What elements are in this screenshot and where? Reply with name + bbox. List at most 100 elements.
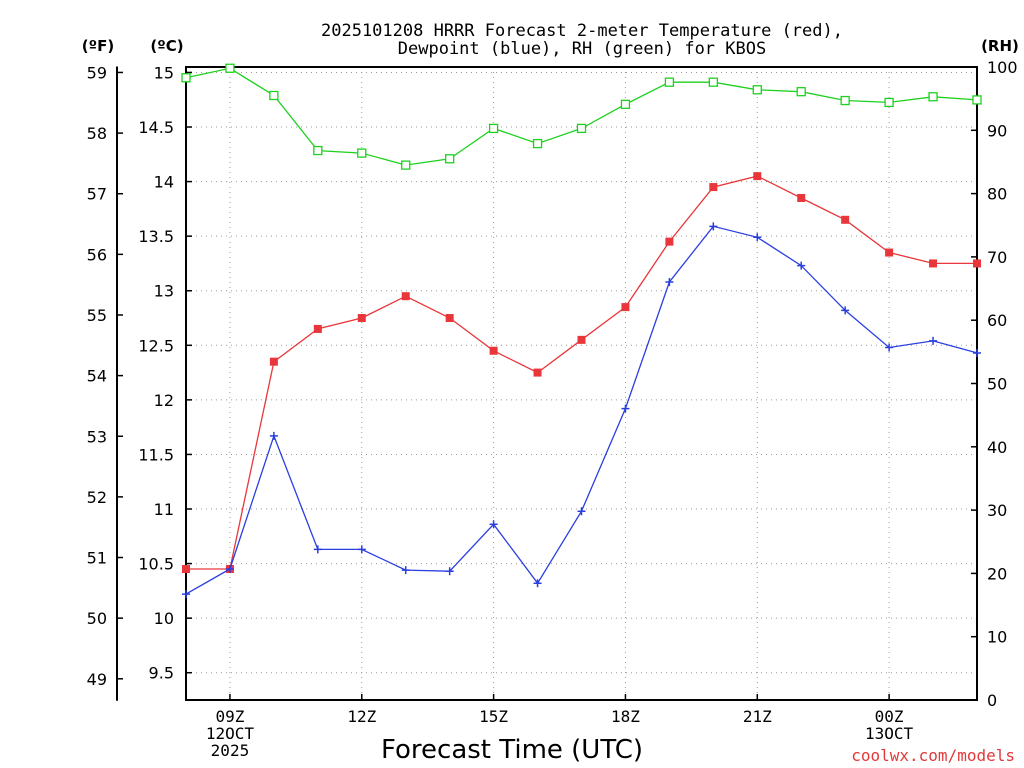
temperature-point bbox=[401, 292, 410, 301]
grid-layer bbox=[186, 67, 977, 700]
dewpoint-point bbox=[357, 545, 366, 554]
dewpoint-point bbox=[665, 278, 674, 287]
rh-point bbox=[488, 123, 499, 134]
temperature-point bbox=[313, 324, 322, 333]
dewpoint-point bbox=[973, 348, 981, 357]
rh-point bbox=[313, 145, 323, 156]
dewpoint-point bbox=[489, 520, 498, 529]
rh-tick-label: 40 bbox=[987, 438, 1007, 457]
series-layer bbox=[181, 63, 982, 599]
credit-text: coolwx.com/models bbox=[851, 746, 1015, 765]
fahrenheit-tick-label: 59 bbox=[87, 63, 107, 82]
rh-point bbox=[620, 99, 631, 109]
chart-title-line2: Dewpoint (blue), RH (green) for KBOS bbox=[398, 39, 766, 59]
rh-point bbox=[972, 95, 982, 105]
temperature-point bbox=[841, 215, 850, 224]
rh-tick-label: 70 bbox=[987, 248, 1007, 267]
series-dewpoint bbox=[182, 222, 981, 599]
plot-frame bbox=[185, 66, 978, 701]
rh-point bbox=[576, 123, 587, 134]
temperature-point bbox=[269, 357, 278, 366]
temperature-point bbox=[753, 172, 762, 181]
x-tick-label: 13OCT bbox=[865, 724, 914, 743]
celsius-tick-label: 12 bbox=[154, 391, 174, 410]
rh-tick-label: 20 bbox=[987, 564, 1007, 583]
fahrenheit-tick-label: 49 bbox=[87, 670, 107, 689]
dewpoint-point bbox=[445, 567, 454, 576]
rh-tick-label: 30 bbox=[987, 501, 1007, 520]
celsius-tick-label: 11 bbox=[154, 500, 174, 519]
rh-tick-label: 60 bbox=[987, 311, 1007, 330]
fahrenheit-tick-label: 57 bbox=[87, 185, 107, 204]
series-rh bbox=[181, 63, 982, 170]
rh-unit-label: (RH) bbox=[981, 37, 1019, 55]
dewpoint-point bbox=[269, 431, 278, 440]
celsius-tick-label: 14 bbox=[154, 173, 174, 192]
fahrenheit-tick-label: 55 bbox=[87, 306, 107, 325]
fahrenheit-tick-label: 52 bbox=[87, 488, 107, 507]
rh-point bbox=[840, 95, 850, 106]
celsius-tick-label: 10.5 bbox=[138, 555, 174, 574]
rh-point bbox=[796, 87, 806, 97]
temperature-point bbox=[577, 335, 586, 344]
x-tick-label: 21Z bbox=[743, 707, 772, 726]
dewpoint-point bbox=[709, 222, 718, 231]
x-tick-label: 2025 bbox=[211, 741, 250, 760]
dewpoint-point bbox=[885, 343, 894, 352]
dewpoint-point bbox=[182, 590, 190, 599]
rh-point bbox=[664, 77, 675, 87]
dewpoint-line bbox=[185, 225, 978, 595]
x-tick-label: 18Z bbox=[611, 707, 640, 726]
temperature-point bbox=[797, 193, 806, 202]
rh-tick-label: 50 bbox=[987, 375, 1007, 394]
temperature-point bbox=[533, 368, 542, 377]
celsius-tick-label: 13 bbox=[154, 282, 174, 301]
temperature-point bbox=[929, 259, 938, 268]
fahrenheit-tick-label: 58 bbox=[87, 124, 107, 143]
temperature-point bbox=[357, 314, 366, 323]
rh-point bbox=[532, 138, 543, 149]
dewpoint-point bbox=[621, 404, 630, 413]
celsius-tick-label: 14.5 bbox=[138, 118, 174, 137]
temperature-point bbox=[489, 346, 498, 355]
celsius-tick-label: 11.5 bbox=[138, 445, 174, 464]
dewpoint-point bbox=[797, 261, 806, 270]
celsius-tick-label: 9.5 bbox=[149, 664, 174, 683]
rh-point bbox=[225, 63, 235, 73]
rh-tick-label: 0 bbox=[987, 691, 997, 710]
fahrenheit-unit-label: (ºF) bbox=[82, 37, 114, 55]
fahrenheit-tick-label: 50 bbox=[87, 609, 107, 628]
dewpoint-point bbox=[577, 507, 586, 516]
celsius-tick-label: 15 bbox=[154, 63, 174, 82]
rh-point bbox=[928, 92, 938, 102]
temperature-point bbox=[665, 237, 674, 246]
dewpoint-point bbox=[753, 233, 762, 242]
dewpoint-point bbox=[313, 545, 322, 554]
fahrenheit-tick-label: 51 bbox=[87, 549, 107, 568]
x-tick-label: 09Z bbox=[215, 707, 244, 726]
rh-line bbox=[185, 67, 978, 166]
celsius-tick-label: 12.5 bbox=[138, 336, 174, 355]
axes-layer: 49 50 51 52 53 54 55 56 57 58 59 9.5 10 10.5 11 11.5 12 1… bbox=[87, 58, 1018, 760]
dewpoint-point bbox=[929, 336, 938, 345]
dewpoint-point bbox=[533, 579, 542, 588]
rh-point bbox=[752, 85, 762, 95]
temperature-point bbox=[885, 248, 894, 257]
temperature-point bbox=[973, 259, 981, 268]
rh-tick-label: 90 bbox=[987, 121, 1007, 140]
rh-tick-label: 10 bbox=[987, 628, 1007, 647]
temperature-point bbox=[445, 314, 454, 323]
temperature-point bbox=[709, 183, 718, 192]
rh-point bbox=[357, 148, 367, 158]
rh-point bbox=[884, 97, 894, 108]
temperature-point bbox=[182, 565, 190, 574]
x-tick-label: 00Z bbox=[875, 707, 904, 726]
rh-point bbox=[181, 73, 191, 83]
fahrenheit-tick-label: 56 bbox=[87, 245, 107, 264]
fahrenheit-tick-label: 54 bbox=[87, 367, 107, 386]
celsius-tick-label: 10 bbox=[154, 609, 174, 628]
chart-title-line1: 2025101208 HRRR Forecast 2-meter Tempera… bbox=[321, 21, 843, 41]
x-tick-label: 12Z bbox=[347, 707, 376, 726]
rh-point bbox=[445, 154, 455, 164]
